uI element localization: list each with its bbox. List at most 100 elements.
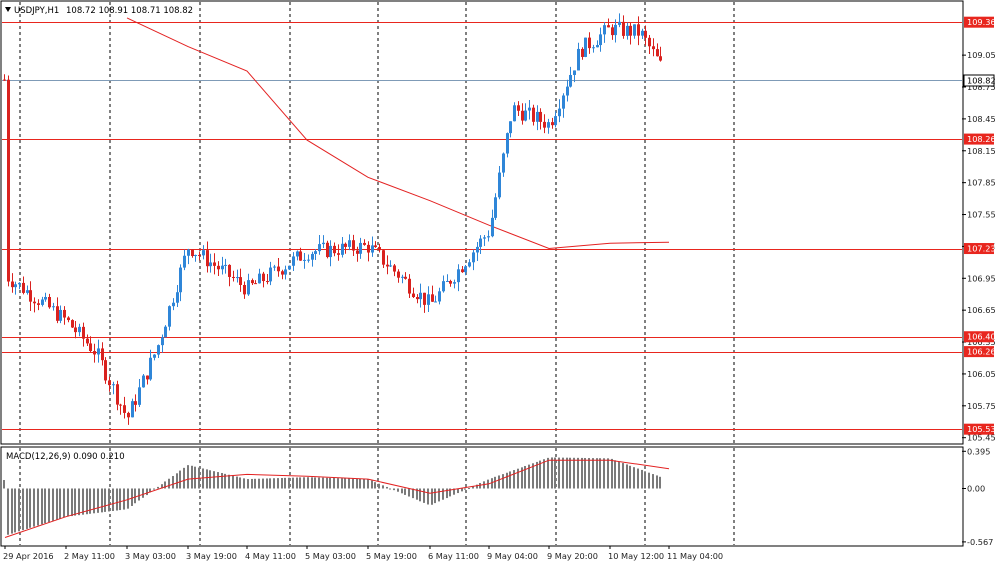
macd-bar: [142, 488, 144, 498]
macd-bar: [539, 460, 541, 489]
candle-bull: [528, 107, 531, 111]
macd-bar: [472, 486, 474, 489]
time-tick-label: 6 May 11:00: [428, 551, 479, 561]
macd-bar: [97, 488, 99, 513]
level-price-label: 105.53: [967, 424, 996, 434]
macd-bar: [288, 477, 290, 489]
level-price-box: [964, 331, 994, 343]
candle-bear: [63, 309, 66, 318]
macd-bar: [217, 472, 219, 489]
candle-bear: [198, 254, 201, 256]
candle-bull: [44, 296, 47, 300]
candle-bull: [524, 110, 527, 121]
candle-bull: [41, 299, 44, 305]
macd-bar: [86, 488, 88, 515]
macd-bar: [18, 488, 20, 532]
macd-bar: [536, 461, 538, 489]
macd-bar: [296, 477, 298, 489]
candle-bull: [168, 306, 171, 327]
candle-bull: [472, 252, 475, 263]
candle-bull: [438, 291, 441, 302]
candle-bear: [326, 242, 329, 258]
macd-bar: [101, 488, 103, 513]
macd-bar: [176, 473, 178, 489]
horizontal-levels: [2, 22, 962, 430]
macd-bar: [206, 469, 208, 489]
macd-bar: [547, 457, 549, 489]
macd-bar: [63, 488, 65, 518]
macd-tick-label: 0.00: [967, 483, 985, 493]
candle-bear: [374, 245, 377, 248]
macd-bar: [108, 488, 110, 512]
candle-bear: [67, 317, 70, 321]
candle-bull: [536, 111, 539, 122]
candle-bear: [281, 271, 284, 275]
candle-bull: [547, 122, 550, 128]
candle-bear: [449, 280, 452, 284]
candle-bear: [644, 30, 647, 38]
macd-bar: [641, 469, 643, 489]
macd-panel-frame: [0, 446, 964, 547]
candle-bull: [179, 267, 182, 293]
candle-bull: [389, 265, 392, 267]
candle-bear: [74, 327, 77, 333]
candle-bull: [329, 245, 332, 258]
macd-bar: [584, 457, 586, 489]
candle-bull: [59, 309, 62, 321]
candle-bull: [577, 48, 580, 71]
candle-bear: [611, 27, 614, 36]
macd-bar: [59, 488, 61, 519]
candle-bull: [307, 259, 310, 261]
candle-bull: [442, 281, 445, 292]
macd-bar: [509, 471, 511, 489]
time-tick-label: 9 May 20:00: [547, 551, 598, 561]
macd-bar: [449, 488, 451, 497]
ma-line: [126, 17, 670, 250]
macd-bar: [314, 477, 316, 489]
candle-bull: [284, 269, 287, 275]
macd-bar: [37, 488, 39, 526]
candle-bear: [104, 360, 107, 381]
candle-bull: [618, 21, 621, 25]
macd-bar: [127, 488, 129, 509]
macd-bar: [573, 457, 575, 489]
macd-bar: [187, 465, 189, 489]
dropdown-triangle-icon[interactable]: [5, 7, 11, 12]
candle-bear: [262, 273, 265, 282]
macd-bar: [254, 478, 256, 489]
macd-bar: [453, 488, 455, 495]
macd-bar: [104, 488, 106, 512]
macd-bar: [543, 459, 545, 489]
macd-bar: [138, 488, 140, 501]
macd-bar: [461, 488, 463, 492]
macd-bar: [371, 480, 373, 489]
macd-bar: [333, 478, 335, 489]
macd-bar: [532, 463, 534, 489]
candle-bull: [569, 74, 572, 87]
candle-bear: [22, 282, 25, 293]
candle-bull: [633, 24, 636, 36]
candle-bull: [318, 244, 321, 252]
macd-bar: [112, 488, 114, 511]
macd-bar: [434, 488, 436, 504]
macd-bar: [11, 488, 13, 534]
candle-bear: [581, 48, 584, 57]
price-tick-label: 105.45: [967, 433, 996, 443]
macd-bar: [502, 474, 504, 489]
candle-bull: [641, 30, 644, 36]
macd-bar: [468, 488, 470, 490]
price-tick-label: 108.75: [967, 82, 996, 92]
candle-bull: [236, 277, 239, 279]
macd-bar: [656, 475, 658, 489]
candle-bull: [311, 253, 314, 260]
macd-bar: [558, 457, 560, 489]
macd-bar: [603, 458, 605, 489]
candle-bull: [479, 238, 482, 247]
candle-bull: [138, 387, 141, 405]
candle-bull: [457, 269, 460, 283]
candle-bull: [161, 337, 164, 346]
candle-bear: [337, 253, 340, 255]
ohlc-values: 108.72 108.91 108.71 108.82: [66, 6, 193, 16]
candle-bear: [539, 111, 542, 122]
